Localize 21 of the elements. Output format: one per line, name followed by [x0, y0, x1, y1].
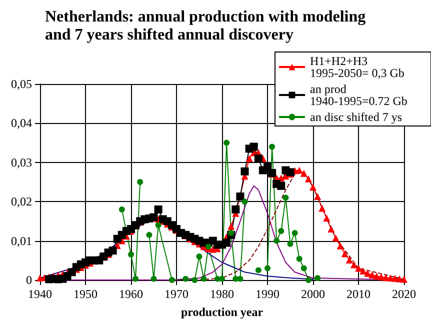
y-tick-label: 0,05: [11, 77, 32, 91]
y-tick-label: 0,03: [11, 155, 32, 170]
x-axis-title: production year: [180, 305, 264, 319]
x-tick-label: 1990: [256, 287, 280, 301]
legend-label: an disc shifted 7 ys: [310, 110, 402, 124]
y-tick-label: 0,01: [11, 234, 32, 248]
x-tick-label: 2010: [346, 287, 370, 301]
x-tick-label: 1950: [74, 287, 98, 301]
y-tick-label: 0: [26, 273, 32, 287]
x-tick-label: 1960: [119, 287, 143, 301]
x-tick-label: 1940: [28, 287, 52, 301]
legend-label: an prod 1940-1995=0.72 Gb: [310, 82, 408, 108]
x-tick-label: 2000: [301, 287, 325, 301]
chart-subtitle: and 7 years shifted annual discovery: [45, 26, 294, 44]
y-tick-label: 0,04: [11, 116, 32, 130]
chart-title: Netherlands: annual production with modeling: [45, 8, 366, 26]
x-tick-label: 2020: [392, 287, 416, 301]
y-tick-label: 0,02: [11, 194, 32, 209]
x-tick-label: 1980: [210, 287, 234, 301]
x-tick-label: 1970: [164, 287, 188, 301]
legend-label: H1+H2+H3 1995-2050= 0,3 Gb: [310, 54, 404, 80]
